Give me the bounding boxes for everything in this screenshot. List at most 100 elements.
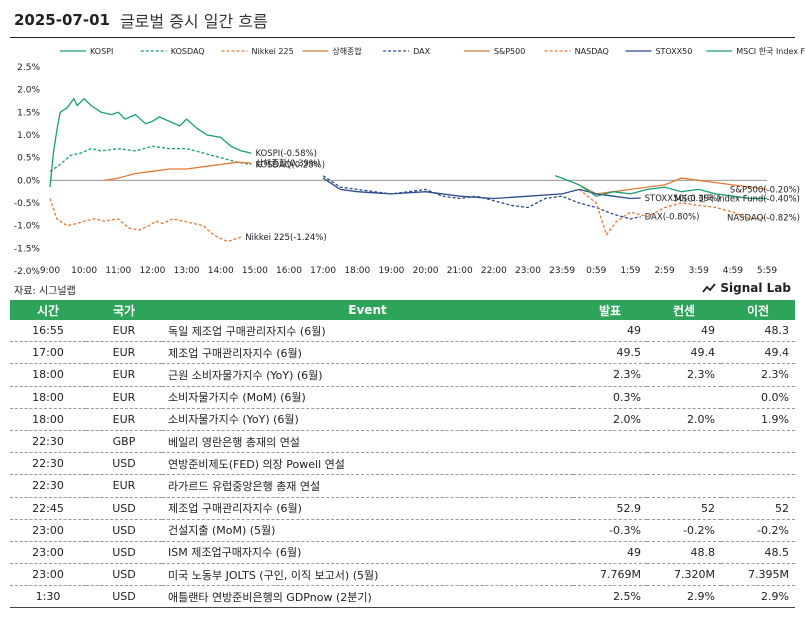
cell-previous: 49.4 (721, 341, 795, 365)
x-tick-label: 23:00 (515, 266, 541, 276)
series-end-label: NASDAQ(-0.82%) (727, 214, 800, 224)
economic-calendar-table: 시간 국가 Event 발표 컨센 이전 16:55 EUR 독일 제조업 구매관리… (10, 300, 795, 609)
table-row: 22:30 EUR 라가르드 유럽중앙은행 총재 연설 (10, 474, 795, 498)
cell-country: USD (86, 585, 162, 609)
cell-event: 연방준비제도(FED) 의장 Powell 연설 (162, 452, 573, 476)
x-tick-label: 5:59 (757, 266, 777, 276)
table-row: 22:30 USD 연방준비제도(FED) 의장 Powell 연설 (10, 452, 795, 476)
legend-entry: DAX (413, 47, 430, 56)
cell-consensus: 2.9% (647, 585, 721, 609)
header-divider (10, 37, 795, 38)
cell-consensus: -0.2% (647, 519, 721, 542)
series-end-label: KOSDAQ(0.28%) (255, 160, 325, 170)
cell-actual: 2.5% (573, 585, 647, 609)
cell-actual: -0.3% (573, 519, 647, 542)
cell-actual: 49.5 (573, 341, 647, 365)
legend-entry: Nikkei 225 (252, 47, 294, 56)
cell-actual (573, 474, 647, 498)
brand-logo: Signal Lab (702, 281, 791, 295)
y-tick-label: -0.5% (14, 199, 41, 209)
cell-event: ISM 제조업구매자지수 (6월) (162, 541, 573, 565)
table-row: 22:30 GBP 베일리 영란은행 총재의 연설 (10, 430, 795, 454)
cell-previous: 2.9% (721, 585, 795, 609)
x-tick-label: 9:00 (40, 266, 60, 276)
cell-event: 라가르드 유럽중앙은행 총재 연설 (162, 474, 573, 498)
page-header: 2025-07-01 글로벌 증시 일간 흐름 (14, 8, 268, 32)
cell-country: USD (86, 519, 162, 542)
cell-consensus: 48.8 (647, 541, 721, 565)
legend-entry: KOSDAQ (171, 47, 205, 56)
series-line (578, 188, 768, 237)
x-tick-label: 19:00 (378, 266, 404, 276)
series-line (322, 177, 641, 200)
x-tick-label: 10:00 (71, 266, 97, 276)
col-actual: 발표 (573, 300, 647, 320)
col-time: 시간 (10, 300, 86, 320)
cell-time: 22:30 (10, 452, 86, 476)
x-tick-label: 13:00 (174, 266, 200, 276)
cell-actual: 52.9 (573, 497, 647, 520)
cell-consensus (647, 474, 721, 498)
cell-actual: 2.0% (573, 408, 647, 431)
cell-time: 22:30 (10, 474, 86, 498)
legend-entry: MSCI 한국 Index Fund (736, 47, 805, 56)
cell-event: 소비자물가지수 (MoM) (6월) (162, 386, 573, 409)
cell-time: 18:00 (10, 363, 86, 387)
market-line-chart: KOSPI KOSDAQ Nikkei 225 상해종합 DAX S&P500 NASDAQ… (14, 46, 805, 277)
x-tick-label: 18:00 (344, 266, 370, 276)
y-tick-label: -1.5% (14, 244, 41, 254)
cell-actual: 2.3% (573, 363, 647, 387)
cell-time: 22:45 (10, 497, 86, 520)
y-tick-label: -1.0% (14, 222, 41, 232)
cell-previous: 48.5 (721, 541, 795, 565)
col-previous: 이전 (721, 300, 795, 320)
x-tick-label: 20:00 (413, 266, 439, 276)
table-row: 22:45 USD 제조업 구매관리자지수 (6월) 52.9 52 52 (10, 497, 795, 520)
x-tick-label: 11:00 (105, 266, 131, 276)
table-row: 18:00 EUR 근원 소비자물가지수 (YoY) (6월) 2.3% 2.3% 2.3… (10, 363, 795, 387)
cell-event: 근원 소비자물가지수 (YoY) (6월) (162, 363, 573, 387)
table-row: 18:00 EUR 소비자물가지수 (YoY) (6월) 2.0% 2.0% 1.9% (10, 408, 795, 431)
series-end-label: KOSPI(-0.58%) (255, 149, 317, 159)
legend-entry: 상해종합 (332, 46, 362, 56)
cell-actual: 49 (573, 320, 647, 343)
x-tick-label: 15:00 (242, 266, 268, 276)
report-date: 2025-07-01 (14, 11, 110, 29)
cell-consensus: 52 (647, 497, 721, 520)
x-tick-label: 12:00 (139, 266, 165, 276)
legend-entry: KOSPI (90, 47, 113, 56)
y-tick-label: 0.5% (17, 154, 40, 164)
cell-time: 18:00 (10, 386, 86, 409)
page-title: 글로벌 증시 일간 흐름 (119, 12, 268, 31)
cell-event: 독일 제조업 구매관리자지수 (6월) (162, 320, 573, 343)
cell-consensus (647, 386, 721, 409)
cell-previous (721, 474, 795, 498)
y-tick-label: 1.0% (17, 131, 40, 141)
brand-name: Signal Lab (720, 281, 791, 295)
series-line (49, 198, 242, 243)
cell-consensus (647, 452, 721, 476)
series-end-label: STOXX50(-0.39%) (645, 194, 721, 204)
cell-event: 소비자물가지수 (YoY) (6월) (162, 408, 573, 431)
x-tick-label: 21:00 (447, 266, 473, 276)
legend-entry: STOXX50 (655, 47, 692, 56)
x-tick-label: 4:59 (723, 266, 743, 276)
col-consensus: 컨센 (647, 300, 721, 320)
x-tick-label: 0:59 (586, 266, 606, 276)
table-row: 18:00 EUR 소비자물가지수 (MoM) (6월) 0.3% 0.0% (10, 386, 795, 409)
y-tick-label: 2.5% (17, 63, 40, 73)
cell-previous: -0.2% (721, 519, 795, 542)
cell-time: 16:55 (10, 320, 86, 343)
cell-actual: 49 (573, 541, 647, 565)
cell-time: 23:00 (10, 563, 86, 587)
cell-actual (573, 430, 647, 454)
cell-previous: 7.395M (721, 563, 795, 587)
x-tick-label: 3:59 (689, 266, 709, 276)
cell-event: 베일리 영란은행 총재의 연설 (162, 430, 573, 454)
col-country: 국가 (86, 300, 162, 320)
cell-previous: 0.0% (721, 386, 795, 409)
cell-country: EUR (86, 363, 162, 387)
x-tick-label: 22:00 (481, 266, 507, 276)
x-tick-label: 17:00 (310, 266, 336, 276)
series-end-label: S&P500(-0.20%) (730, 185, 800, 195)
